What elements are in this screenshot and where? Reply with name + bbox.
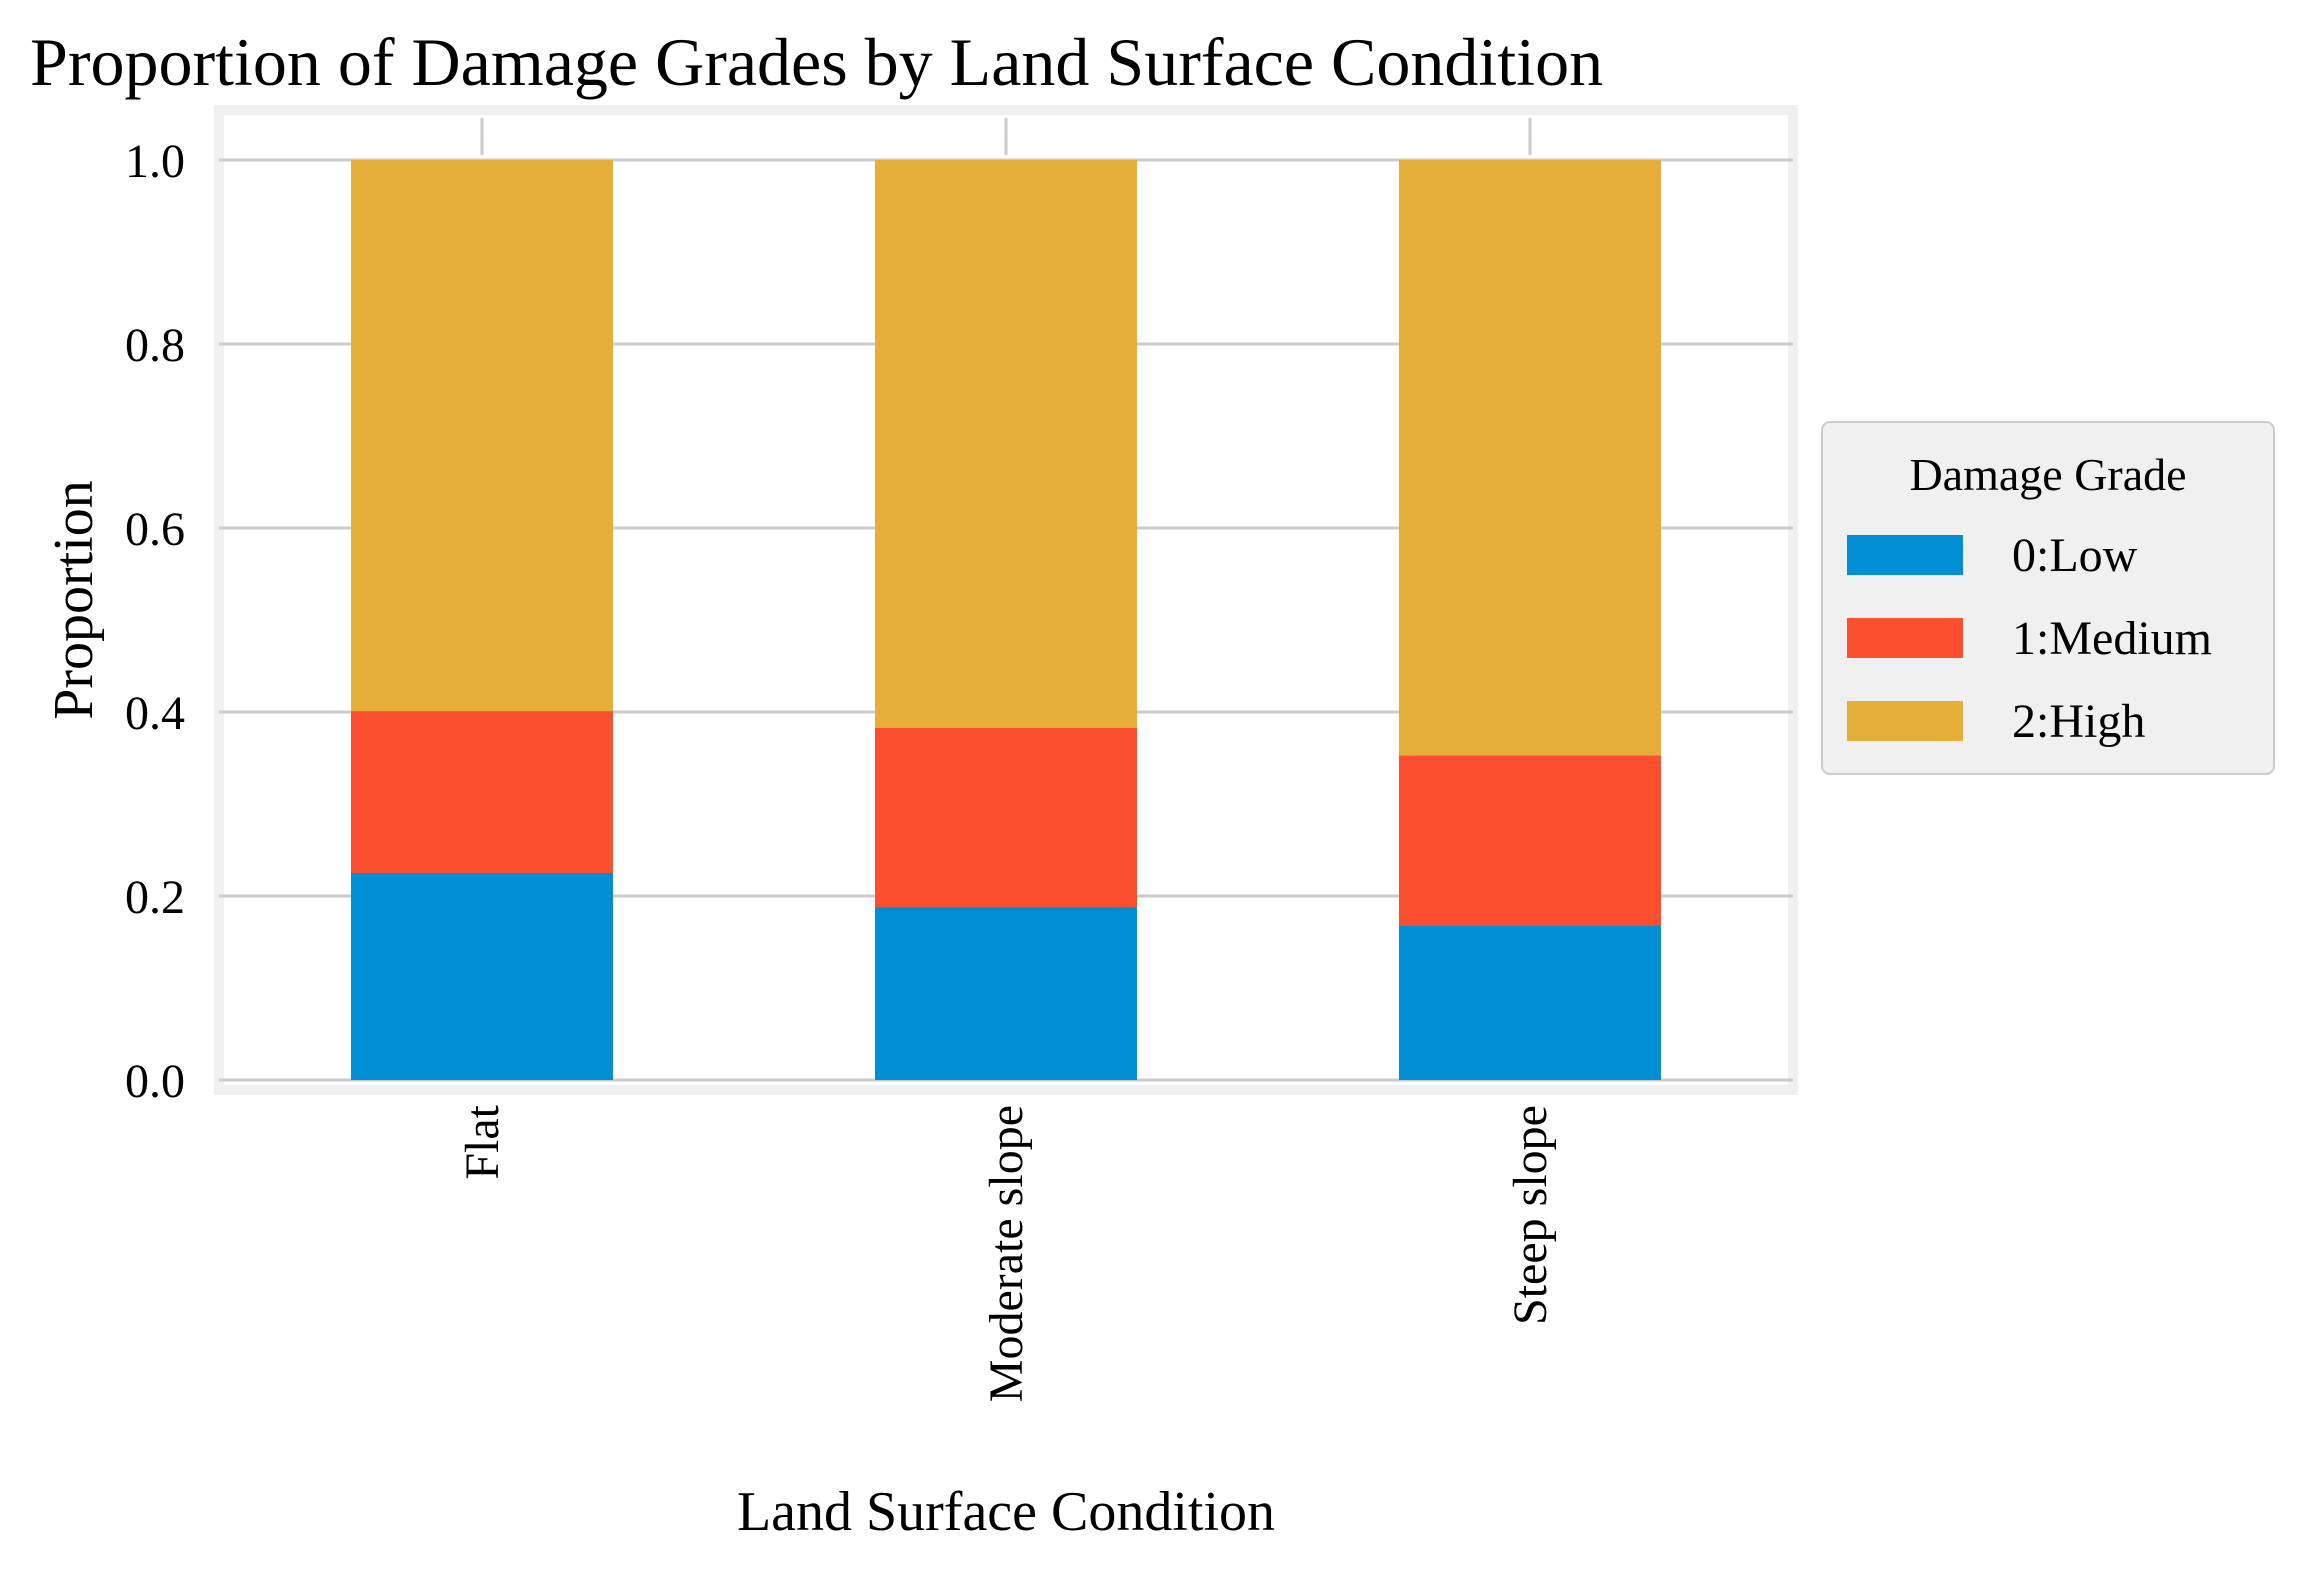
bar-low-steep-slope	[1399, 925, 1661, 1080]
legend-label: 1:Medium	[2012, 612, 2212, 665]
y-tick-label: 1.0	[125, 135, 185, 188]
legend-swatch	[1847, 535, 1963, 575]
y-tick-label: 0.6	[125, 503, 185, 556]
legend-swatch	[1847, 701, 1963, 741]
bar-low-moderate-slope	[875, 907, 1137, 1080]
bar-medium-steep-slope	[1399, 755, 1661, 926]
legend-swatch	[1847, 618, 1963, 658]
bar-medium-flat	[351, 711, 613, 873]
bar-high-moderate-slope	[875, 160, 1137, 728]
y-tick-label: 0.4	[125, 687, 185, 740]
x-tick-marks	[480, 118, 1532, 155]
x-tick-label: Flat	[456, 1104, 509, 1179]
y-tick-label: 0.0	[125, 1055, 185, 1108]
legend-items: 0:Low 1:Medium 2:High	[1847, 529, 2212, 748]
chart-title: Proportion of Damage Grades by Land Surf…	[30, 24, 1603, 100]
x-tick-label: Steep slope	[1504, 1105, 1557, 1325]
bar-high-flat	[351, 160, 613, 712]
legend: Damage Grade 0:Low 1:Medium 2:High	[1821, 421, 2275, 775]
bars	[351, 160, 1661, 1080]
x-tick-label: Moderate slope	[980, 1105, 1033, 1402]
x-tick-labels: Flat Moderate slope Steep slope	[456, 1104, 1557, 1402]
y-axis-label: Proportion	[43, 480, 105, 720]
bar-high-steep-slope	[1399, 160, 1661, 756]
legend-label: 2:High	[2012, 695, 2145, 748]
bar-medium-moderate-slope	[875, 727, 1137, 908]
y-tick-labels: 0.0 0.2 0.4 0.6 0.8 1.0	[125, 135, 185, 1108]
bar-low-flat	[351, 873, 613, 1080]
legend-label: 0:Low	[2012, 529, 2138, 582]
legend-title: Damage Grade	[1909, 449, 2186, 500]
y-tick-label: 0.8	[125, 319, 185, 372]
x-axis-label: Land Surface Condition	[737, 1481, 1275, 1543]
legend-box	[1821, 421, 2275, 775]
y-tick-label: 0.2	[125, 871, 185, 924]
